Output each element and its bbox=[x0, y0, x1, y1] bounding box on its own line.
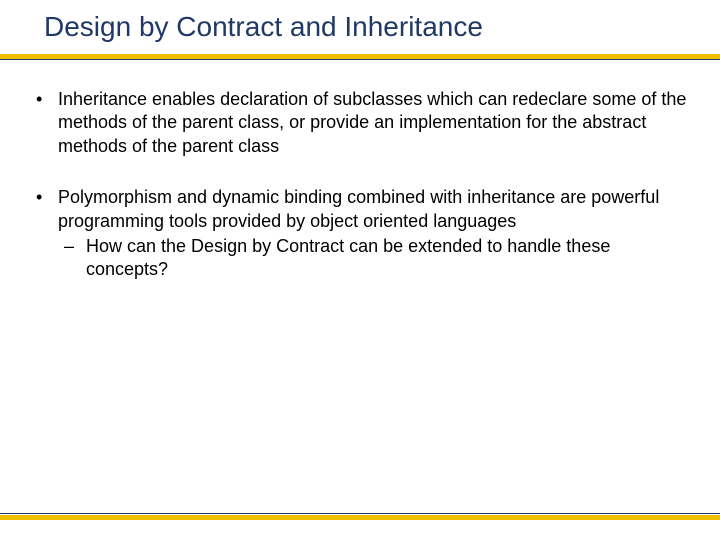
bullet-text: How can the Design by Contract can be ex… bbox=[86, 236, 610, 279]
title-thin-rule bbox=[0, 59, 720, 60]
bullet-text: Polymorphism and dynamic binding combine… bbox=[58, 187, 659, 230]
footer-accent-bar bbox=[0, 515, 720, 520]
list-item: Polymorphism and dynamic binding combine… bbox=[30, 186, 690, 282]
slide-title: Design by Contract and Inheritance bbox=[44, 10, 700, 44]
sub-bullet-list: How can the Design by Contract can be ex… bbox=[58, 235, 690, 282]
bullet-list: Inheritance enables declaration of subcl… bbox=[30, 88, 690, 282]
list-item: How can the Design by Contract can be ex… bbox=[58, 235, 690, 282]
slide-body: Inheritance enables declaration of subcl… bbox=[30, 88, 690, 310]
footer-thin-rule bbox=[0, 513, 720, 514]
list-item: Inheritance enables declaration of subcl… bbox=[30, 88, 690, 158]
slide: Design by Contract and Inheritance Inher… bbox=[0, 0, 720, 540]
bullet-text: Inheritance enables declaration of subcl… bbox=[58, 89, 686, 156]
